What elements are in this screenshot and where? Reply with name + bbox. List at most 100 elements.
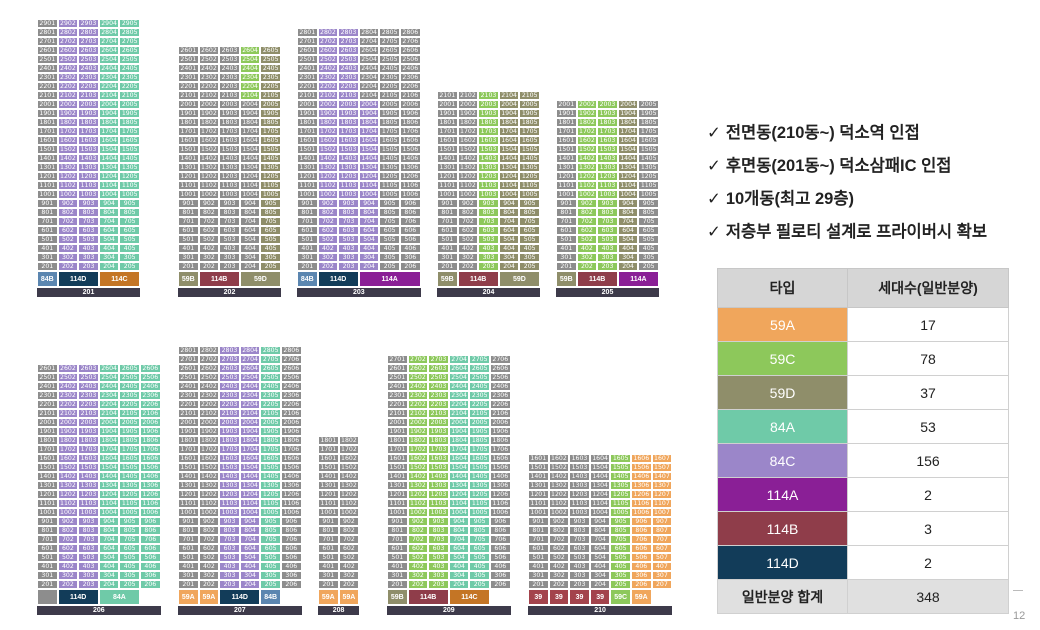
unit-cell: 1405 xyxy=(519,154,540,163)
unit-cell: 1402 xyxy=(576,154,598,163)
unit-cell: 1406 xyxy=(281,472,302,481)
unit-cell: 604 xyxy=(98,544,120,553)
unit-cell: 1203 xyxy=(78,490,99,499)
unit-cell: 1506 xyxy=(400,145,421,154)
unit-cell: 1801 xyxy=(556,118,577,127)
unit-cell: 1005 xyxy=(260,508,281,517)
unit-cell: 605 xyxy=(469,544,490,553)
unit-cell: 801 xyxy=(387,526,408,535)
unit-cell: 403 xyxy=(478,244,499,253)
unit-cell: 2003 xyxy=(428,418,449,427)
unit-cell: 306 xyxy=(281,571,302,580)
unit-cell: 2503 xyxy=(78,55,99,64)
unit-cell: 703 xyxy=(219,535,240,544)
unit-cell: 701 xyxy=(556,217,577,226)
unit-cell: 605 xyxy=(379,226,400,235)
unit-cell: 601 xyxy=(437,226,458,235)
unit-cell: 305 xyxy=(260,571,281,580)
unit-cell: 2805 xyxy=(119,28,140,37)
unit-cell: 203 xyxy=(338,262,359,271)
ground-unit: 59D xyxy=(239,271,281,287)
unit-cell: 202 xyxy=(457,262,479,271)
unit-cell: 2005 xyxy=(119,418,140,427)
table-row: 59D 37 xyxy=(717,375,1009,410)
unit-cell: 1504 xyxy=(498,145,520,154)
unit-cell: 502 xyxy=(57,553,79,562)
unit-cell: 2305 xyxy=(119,391,140,400)
unit-cell: 2004 xyxy=(358,100,380,109)
unit-cell: 2105 xyxy=(260,409,281,418)
unit-cell: 2402 xyxy=(198,64,220,73)
unit-cell: 903 xyxy=(78,517,99,526)
unit-cell: 501 xyxy=(37,235,58,244)
unit-cell: 1603 xyxy=(219,136,240,145)
unit-cell: 2703 xyxy=(338,37,359,46)
unit-cell: 402 xyxy=(576,244,598,253)
unit-cell: 2204 xyxy=(448,400,470,409)
unit-cell: 503 xyxy=(78,553,99,562)
unit-cell: 803 xyxy=(78,526,99,535)
unit-cell: 1004 xyxy=(589,508,611,517)
unit-cell: 2205 xyxy=(379,82,400,91)
unit-cell: 1705 xyxy=(260,127,281,136)
unit-cell: 1803 xyxy=(338,118,359,127)
unit-cell: 1605 xyxy=(119,136,140,145)
unit-cell: 304 xyxy=(498,253,520,262)
unit-cell: 1803 xyxy=(478,118,499,127)
unit-cell: 302 xyxy=(576,253,598,262)
unit-cell: 2703 xyxy=(219,355,240,364)
unit-cell: 1706 xyxy=(140,445,161,454)
unit-cell: 2303 xyxy=(219,391,240,400)
unit-cell: 2501 xyxy=(387,373,408,382)
unit-cell: 1501 xyxy=(178,463,199,472)
unit-cell: 1305 xyxy=(469,481,490,490)
table-row: 59C 78 xyxy=(717,341,1009,376)
unit-cell: 2502 xyxy=(317,55,339,64)
unit-cell: 1206 xyxy=(281,490,302,499)
unit-cell: 1204 xyxy=(358,172,380,181)
unit-cell: 1802 xyxy=(57,436,79,445)
ground-unit: 114B xyxy=(457,271,499,287)
unit-cell: 2702 xyxy=(198,355,220,364)
unit-cell: 2606 xyxy=(281,364,302,373)
unit-cell: 802 xyxy=(576,208,598,217)
count-cell: 78 xyxy=(847,341,1009,376)
unit-cell: 1702 xyxy=(198,127,220,136)
unit-cell: 2404 xyxy=(358,64,380,73)
unit-cell: 603 xyxy=(478,226,499,235)
unit-cell: 2004 xyxy=(617,100,639,109)
unit-cell: 1202 xyxy=(338,490,360,499)
unit-cell: 1706 xyxy=(281,445,302,454)
unit-cell: 2302 xyxy=(317,73,339,82)
unit-cell: 2301 xyxy=(297,73,318,82)
unit-cell: 2105 xyxy=(469,409,490,418)
count-cell: 2 xyxy=(847,545,1009,580)
unit-cell: 2503 xyxy=(219,373,240,382)
count-cell: 156 xyxy=(847,443,1009,478)
unit-cell: 2402 xyxy=(407,382,429,391)
unit-cell: 304 xyxy=(589,571,611,580)
unit-cell: 1602 xyxy=(57,454,79,463)
unit-cell: 1202 xyxy=(457,172,479,181)
unit-cell: 2102 xyxy=(198,91,220,100)
unit-cell: 1005 xyxy=(638,190,659,199)
unit-cell: 1301 xyxy=(437,163,458,172)
unit-cell: 301 xyxy=(178,571,199,580)
unit-cell: 1305 xyxy=(638,163,659,172)
unit-cell: 1305 xyxy=(260,163,281,172)
unit-cell: 1702 xyxy=(317,127,339,136)
unit-cell: 701 xyxy=(178,535,199,544)
unit-cell: 1402 xyxy=(317,154,339,163)
unit-cell: 403 xyxy=(569,562,590,571)
ground-unit: 84B xyxy=(260,589,281,605)
unit-cell: 1301 xyxy=(37,163,58,172)
unit-cell: 1104 xyxy=(448,499,470,508)
unit-cell: 1507 xyxy=(651,463,673,472)
unit-cell: 1605 xyxy=(119,454,140,463)
unit-cell: 1505 xyxy=(469,463,490,472)
unit-cell: 802 xyxy=(317,208,339,217)
unit-cell: 2304 xyxy=(98,391,120,400)
unit-cell: 1504 xyxy=(239,463,261,472)
unit-cell: 601 xyxy=(178,226,199,235)
unit-cell: 1303 xyxy=(78,481,99,490)
